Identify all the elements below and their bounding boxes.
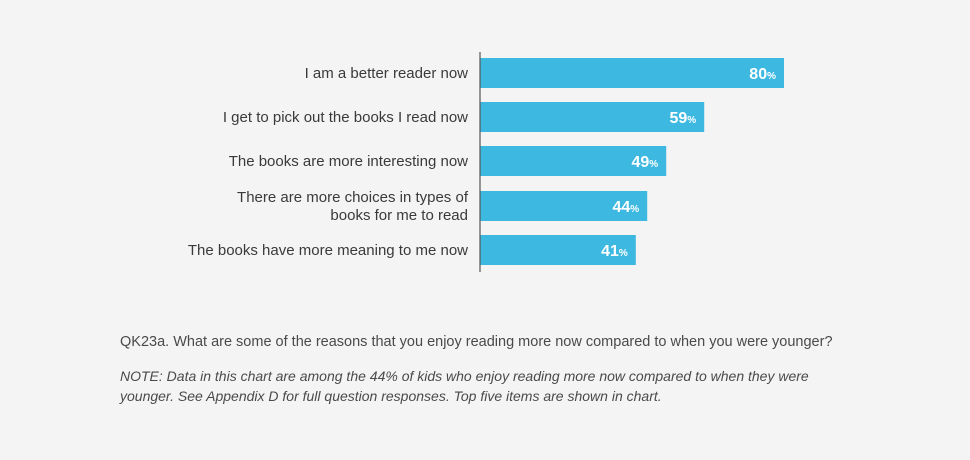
category-label: I am a better reader now [305, 65, 469, 82]
data-label: 44% [612, 199, 639, 216]
category-label: There are more choices in types of books … [237, 189, 469, 224]
data-label: 41% [601, 243, 628, 260]
bars-layer: 80% I am a better reader now 59% I get to p… [188, 58, 784, 265]
category-label: The books are more interesting now [229, 153, 468, 170]
data-label: 59% [669, 110, 696, 127]
bar [480, 191, 648, 221]
data-label: 80% [749, 66, 776, 83]
bar [480, 58, 784, 88]
data-label: 49% [631, 154, 658, 171]
bar [480, 102, 705, 132]
category-label: The books have more meaning to me now [188, 242, 468, 259]
bar [480, 235, 636, 265]
bar-chart: 80% I am a better reader now 59% I get to p… [188, 52, 784, 272]
question-text: QK23a. What are some of the reasons that… [120, 334, 833, 350]
category-label: I get to pick out the books I read now [223, 109, 468, 126]
chart-note: NOTE: Data in this chart are among the 4… [120, 368, 809, 404]
bar [480, 146, 667, 176]
